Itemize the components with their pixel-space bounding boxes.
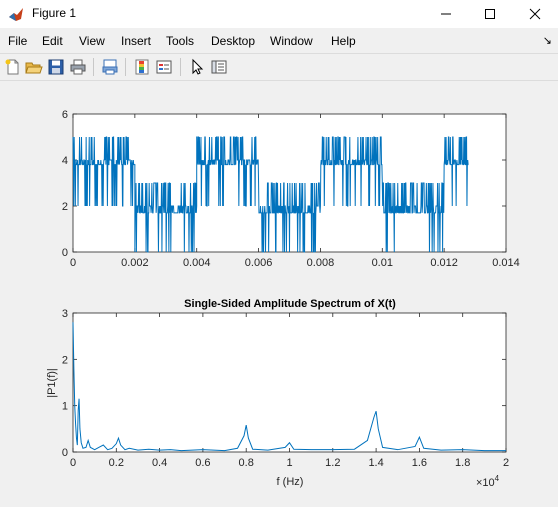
- title-bar: Figure 1: [0, 0, 558, 28]
- figure-toolbar: [0, 53, 558, 81]
- y-tick-label: 0: [62, 247, 68, 259]
- x-tick-label: 1.4: [368, 457, 383, 469]
- toolbar-separator: [93, 58, 94, 76]
- menu-insert[interactable]: Insert: [121, 34, 152, 48]
- x-exponent-label: ×104: [476, 474, 500, 489]
- menu-bar: File Edit View Insert Tools Desktop Wind…: [0, 30, 558, 52]
- toolbar-separator: [125, 58, 126, 76]
- x-tick-label: 0.01: [372, 257, 393, 269]
- new-figure-icon[interactable]: [4, 58, 22, 76]
- x-tick-label: 0.014: [492, 257, 520, 269]
- axes-top[interactable]: 0 0.002 0.004 0.006 0.008 0.01 0.012 0.014 0 2 4 6: [62, 109, 520, 269]
- x-tick-label: 0.8: [239, 457, 254, 469]
- axes-bottom-frame: [72, 312, 507, 453]
- x-tick-label: 1.6: [412, 457, 427, 469]
- menu-help[interactable]: Help: [331, 34, 356, 48]
- x-tick-label: 1.2: [325, 457, 340, 469]
- property-editor-icon[interactable]: [210, 58, 228, 76]
- maximize-button[interactable]: [468, 0, 512, 28]
- print-preview-icon[interactable]: [101, 58, 119, 76]
- spectrum-ylabel: |P1(f)|: [46, 368, 58, 398]
- x-tick-label: 1.8: [455, 457, 470, 469]
- x-tick-label: 0.004: [183, 257, 211, 269]
- x-tick-label: 0.006: [245, 257, 273, 269]
- x-tick-label: 0.002: [121, 257, 149, 269]
- maximize-icon: [485, 9, 495, 19]
- x-tick-label: 0.2: [109, 457, 124, 469]
- edit-plot-arrow-icon[interactable]: [188, 58, 206, 76]
- spectrum-line: [72, 322, 506, 452]
- menu-file[interactable]: File: [8, 34, 28, 48]
- close-icon: [529, 8, 541, 20]
- menu-view[interactable]: View: [79, 34, 105, 48]
- time-signal-line: [72, 136, 469, 253]
- save-icon[interactable]: [47, 58, 65, 76]
- window-title: Figure 1: [32, 6, 77, 20]
- toggle-colorbar-icon[interactable]: [133, 58, 151, 76]
- x-tick-label: 0: [70, 457, 76, 469]
- x-tick-label: 1: [286, 457, 292, 469]
- menu-edit[interactable]: Edit: [42, 34, 63, 48]
- x-tick-label: 0.6: [195, 457, 210, 469]
- x-tick-label: 0.008: [307, 257, 335, 269]
- x-tick-label: 0.012: [430, 257, 458, 269]
- spectrum-title: Single-Sided Amplitude Spectrum of X(t): [184, 298, 396, 310]
- menu-desktop[interactable]: Desktop: [211, 34, 256, 48]
- matlab-icon: [9, 8, 23, 21]
- toolbar-separator: [180, 58, 181, 76]
- y-tick-label: 4: [62, 155, 68, 167]
- menu-tools[interactable]: Tools: [166, 34, 195, 48]
- dock-arrow-icon[interactable]: ↘: [542, 35, 552, 47]
- y-tick-label: 0: [62, 447, 68, 459]
- print-icon[interactable]: [69, 58, 87, 76]
- minimize-icon: [441, 13, 451, 15]
- y-tick-label: 3: [62, 308, 68, 320]
- figure-canvas: 0 0.002 0.004 0.006 0.008 0.01 0.012 0.014 0 2 4 6 …: [0, 81, 558, 502]
- y-tick-label: 2: [62, 201, 68, 213]
- axes-bottom[interactable]: Single-Sided Amplitude Spectrum of X(t) …: [46, 298, 509, 489]
- insert-legend-icon[interactable]: [155, 58, 173, 76]
- spectrum-xlabel: f (Hz): [277, 476, 304, 488]
- x-tick-label: 0.4: [152, 457, 167, 469]
- close-button[interactable]: [513, 0, 557, 28]
- x-tick-label: 2: [503, 457, 509, 469]
- open-file-icon[interactable]: [25, 58, 43, 76]
- x-tick-label: 0: [70, 257, 76, 269]
- plots-svg: 0 0.002 0.004 0.006 0.008 0.01 0.012 0.0140246 …: [46, 109, 520, 489]
- y-tick-label: 1: [62, 401, 68, 413]
- y-tick-label: 2: [62, 354, 68, 366]
- y-tick-label: 6: [62, 109, 68, 121]
- menu-window[interactable]: Window: [270, 34, 313, 48]
- minimize-button[interactable]: [424, 0, 468, 28]
